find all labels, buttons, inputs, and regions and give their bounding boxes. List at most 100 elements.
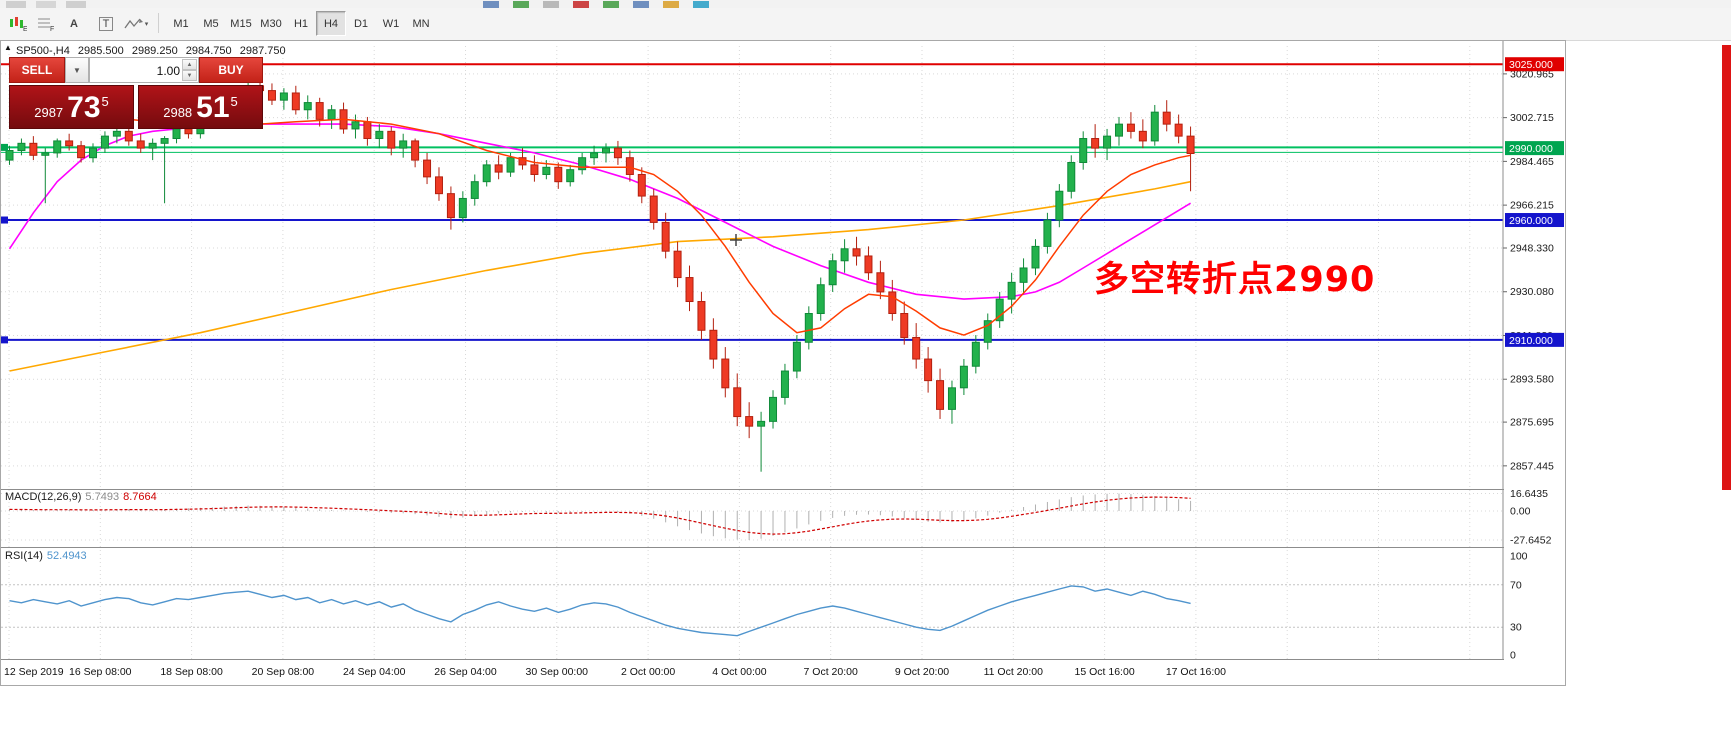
time-axis-label: 17 Oct 16:00	[1166, 666, 1226, 678]
time-axis-label: 9 Oct 20:00	[895, 666, 949, 678]
timeframe-toolbar: M1 M5 M15 M30 H1 H4 D1 W1 MN	[166, 11, 436, 36]
svg-text:E: E	[23, 26, 27, 32]
time-axis-label: 4 Oct 00:00	[712, 666, 766, 678]
one-click-trade-panel: SELL ▼ ▲ ▼ BUY 2987 73 5 2988	[9, 57, 263, 129]
ask-price-panel[interactable]: 2988 51 5	[138, 85, 263, 129]
grid-icon: F	[38, 18, 54, 32]
timeframe-button-h4[interactable]: H4	[316, 11, 346, 36]
volume-decrease-icon[interactable]: ▼	[182, 70, 197, 81]
macd-name: MACD(12,26,9)	[5, 491, 82, 503]
timeframe-button-m1[interactable]: M1	[173, 17, 189, 30]
time-axis-label: 15 Oct 16:00	[1075, 666, 1135, 678]
bid-pip-digit: 5	[101, 94, 109, 109]
letter-a-icon: A	[70, 18, 78, 30]
price-axis-label: 2966.215	[1510, 200, 1554, 212]
text-tool-icon[interactable]: A	[60, 11, 88, 37]
timeframe-button-h1[interactable]: H1	[293, 17, 309, 30]
timeframe-button-mn[interactable]: MN	[412, 17, 430, 30]
ask-pip-digit: 5	[230, 94, 238, 109]
time-axis-label: 12 Sep 2019	[4, 666, 64, 678]
timeframe-button-d1[interactable]: D1	[353, 17, 369, 30]
price-badge	[1505, 57, 1564, 72]
time-axis-label: 24 Sep 04:00	[343, 666, 406, 678]
candlestick-icon: E	[10, 17, 27, 32]
price-badge	[1505, 141, 1564, 156]
price-axis-label: 3020.965	[1510, 68, 1554, 80]
dropdown-caret-icon: ▾	[144, 21, 149, 28]
price-axis-label: 2930.080	[1510, 286, 1554, 298]
macd-axis-label: 16.6435	[1510, 488, 1548, 500]
trade-options-dropdown[interactable]: ▼	[65, 57, 89, 83]
buy-button[interactable]: BUY	[199, 57, 263, 83]
ma-orange-line	[9, 180, 1191, 372]
dropdown-arrow-icon: ▼	[73, 65, 81, 75]
price-badge-label: 2960.000	[1509, 215, 1553, 227]
rsi-axis-label: 100	[1510, 551, 1528, 563]
price-badge-label: 2910.000	[1509, 335, 1553, 347]
rsi-indicator-label: RSI(14) 52.4943	[5, 550, 87, 562]
candlestick-series	[5, 73, 1195, 472]
bid-price-panel[interactable]: 2987 73 5	[9, 85, 134, 129]
price-axis-label: 3002.715	[1510, 112, 1554, 124]
time-axis-label: 16 Sep 08:00	[69, 666, 132, 678]
window-edge-strip	[1722, 45, 1731, 490]
ma-red-line	[9, 106, 1191, 336]
time-axis-label: 30 Sep 00:00	[526, 666, 589, 678]
rsi-axis-label: 0	[1510, 650, 1516, 662]
macd-axis-label: 0.00	[1510, 506, 1531, 518]
clipped-toolbar-row	[0, 0, 1731, 8]
price-axis-label: 2893.580	[1510, 374, 1554, 386]
macd-signal-value: 8.7664	[123, 491, 157, 503]
price-badge	[1505, 213, 1564, 228]
volume-input[interactable]	[90, 58, 182, 84]
rsi-axis-label: 70	[1510, 579, 1522, 591]
level-start-marker	[1, 216, 8, 224]
chart-canvas[interactable]: 3020.965 3002.715 2984.465 2966.215 2948.330…	[1, 41, 1565, 685]
sell-button[interactable]: SELL	[9, 57, 65, 83]
level-start-marker	[1, 143, 8, 151]
chart-window: 3020.965 3002.715 2984.465 2966.215 2948.330…	[0, 40, 1566, 686]
volume-increase-icon[interactable]: ▲	[182, 59, 197, 70]
timeframe-button-m15[interactable]: M15	[230, 17, 252, 30]
rsi-value: 52.4943	[46, 550, 87, 562]
timeframe-button-w1[interactable]: W1	[382, 17, 400, 30]
text-label-tool-icon[interactable]: T	[92, 11, 120, 37]
macd-indicator-label: MACD(12,26,9) 5.7493 8.7664	[5, 491, 157, 503]
chart-candles-tool-icon[interactable]: E	[4, 11, 32, 37]
macd-axis-label: -27.6452	[1510, 535, 1552, 547]
timeframe-button-m5[interactable]: M5	[203, 17, 219, 30]
time-axis-label: 26 Sep 04:00	[434, 666, 497, 678]
macd-main-value: 5.7493	[85, 491, 120, 503]
toolbar: E F A T ▾ M1 M5 M15 M30 H1 H4 D1 W1 MN	[0, 8, 1731, 41]
bid-big-digits: 73	[67, 91, 101, 124]
zigzag-arrow-icon	[124, 18, 143, 29]
chart-title: SP500-,H4 2985.500 2989.250 2984.750 298…	[16, 45, 291, 57]
rsi-name: RSI(14)	[5, 550, 43, 562]
panel-collapse-icon[interactable]: ▲	[4, 43, 12, 52]
cycle-lines-tool-icon[interactable]: ▾	[122, 11, 150, 37]
ask-big-digits: 51	[196, 91, 230, 124]
price-badge	[1505, 332, 1564, 347]
rsi-line	[9, 585, 1191, 637]
price-axis-label: 2984.465	[1510, 156, 1554, 168]
bid-prefix: 2987	[34, 105, 64, 120]
price-axis-label: 2948.330	[1510, 242, 1554, 254]
price-badge-label: 3025.000	[1509, 59, 1553, 71]
level-start-marker	[1, 336, 8, 344]
time-axis-label: 11 Oct 20:00	[984, 666, 1044, 678]
ohlc-low: 2984.750	[185, 45, 232, 57]
ask-prefix: 2988	[163, 105, 193, 120]
boxed-t-icon: T	[98, 17, 114, 31]
symbol-period-label: SP500-,H4	[16, 45, 70, 57]
price-badge-label: 2990.000	[1509, 143, 1553, 155]
macd-histogram	[9, 493, 1192, 540]
grid-tool-icon[interactable]: F	[32, 11, 60, 37]
macd-signal-line	[9, 496, 1191, 535]
price-axis-label: 2875.695	[1510, 417, 1554, 429]
price-axis-label: 2857.445	[1510, 460, 1554, 472]
ohlc-close: 2987.750	[239, 45, 286, 57]
time-axis-label: 2 Oct 00:00	[621, 666, 675, 678]
timeframe-button-m30[interactable]: M30	[260, 17, 282, 30]
time-axis-label: 20 Sep 08:00	[252, 666, 315, 678]
